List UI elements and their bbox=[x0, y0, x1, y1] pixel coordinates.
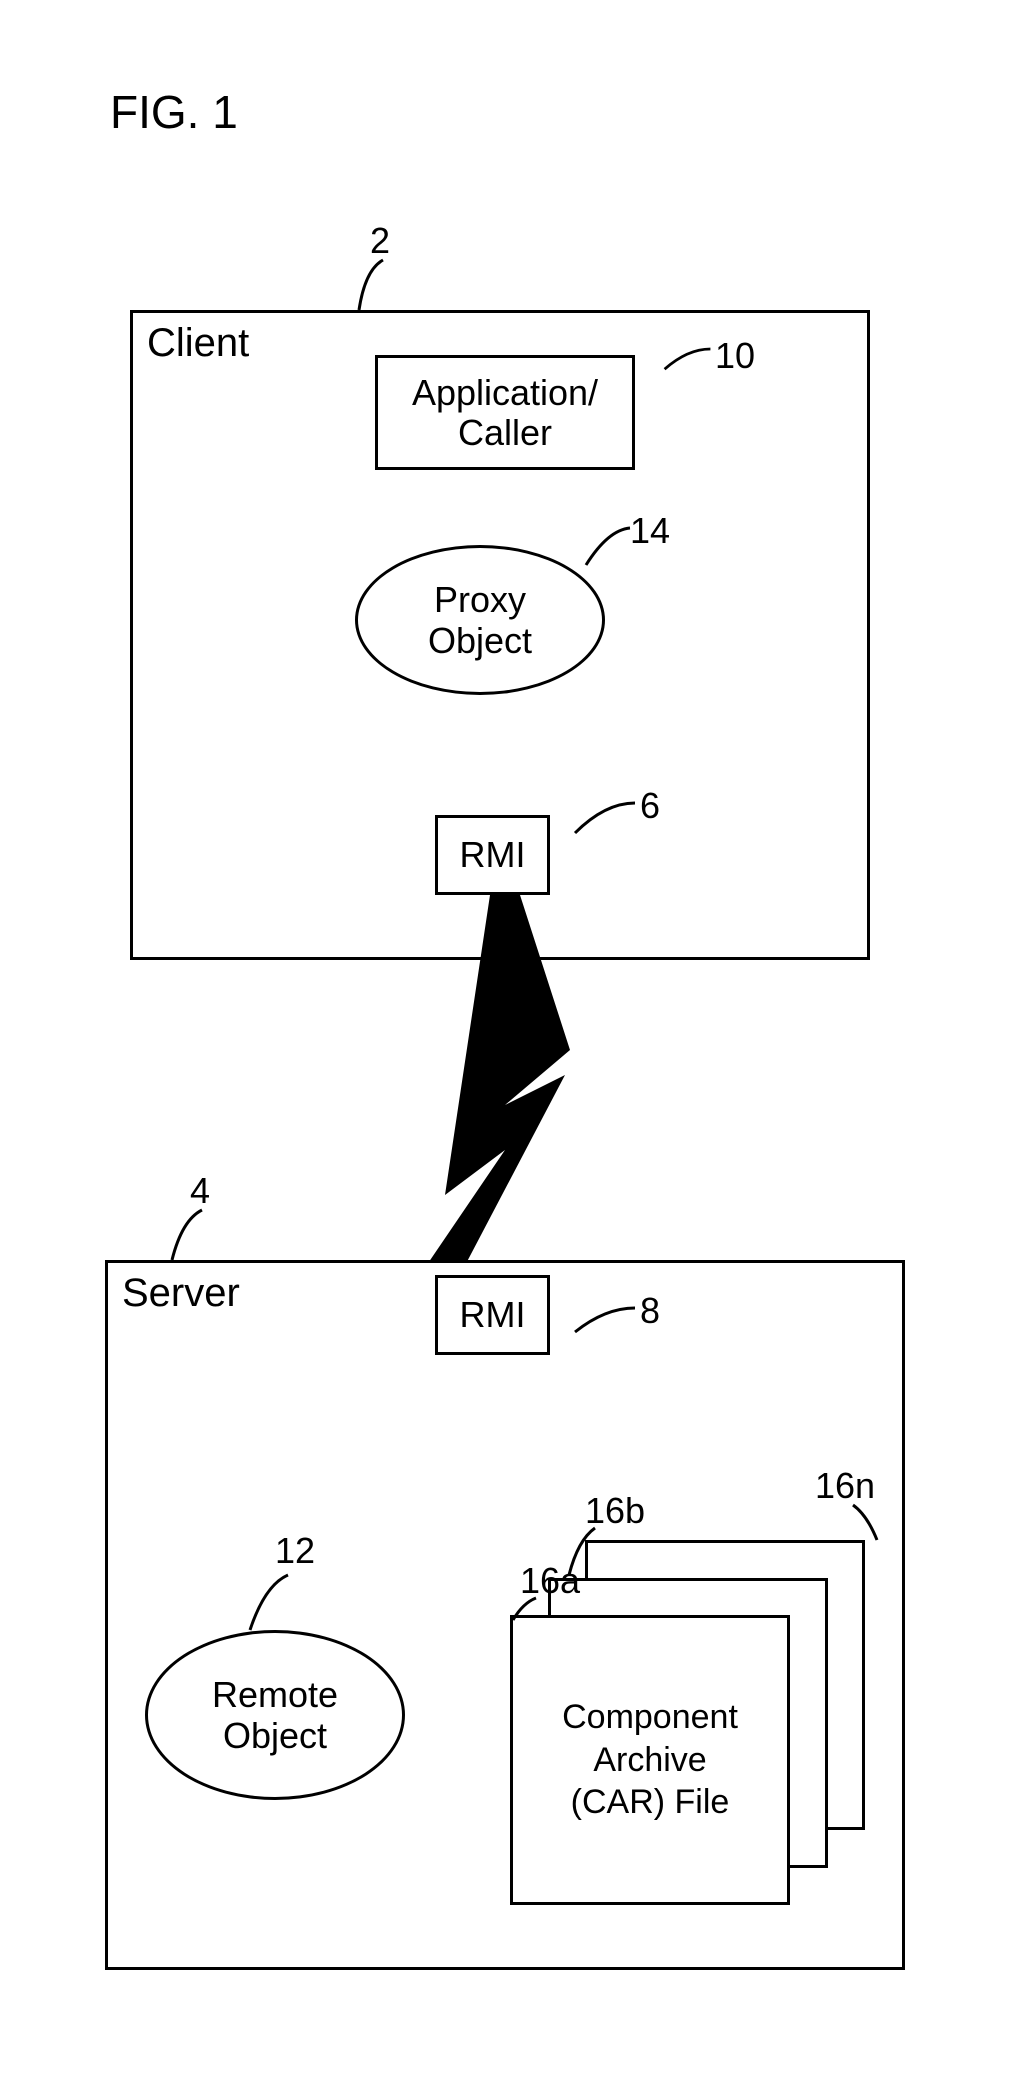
server-label: Server bbox=[122, 1271, 240, 1316]
remote-ref: 12 bbox=[275, 1530, 315, 1572]
figure-canvas: FIG. 1 Client 2 Application/ Caller 10 P… bbox=[0, 0, 1028, 2097]
remote-ref-leader bbox=[240, 1570, 295, 1635]
car-file-front: Component Archive (CAR) File bbox=[510, 1615, 790, 1905]
car-line3: (CAR) File bbox=[571, 1781, 730, 1824]
figure-title: FIG. 1 bbox=[110, 85, 238, 139]
server-rmi-ref-leader bbox=[570, 1300, 640, 1340]
proxy-line1: Proxy bbox=[434, 579, 526, 620]
remote-line1: Remote bbox=[212, 1674, 338, 1715]
client-rmi-label: RMI bbox=[460, 835, 526, 875]
app-ref-leader bbox=[660, 340, 715, 380]
client-rmi-ref: 6 bbox=[640, 785, 660, 827]
remote-object-ellipse: Remote Object bbox=[145, 1630, 405, 1800]
car-line1: Component bbox=[562, 1696, 738, 1739]
server-rmi-ref: 8 bbox=[640, 1290, 660, 1332]
app-line2: Caller bbox=[458, 413, 552, 453]
proxy-ref: 14 bbox=[630, 510, 670, 552]
app-line1: Application/ bbox=[412, 373, 598, 413]
server-ref-leader bbox=[160, 1205, 220, 1265]
car-ref-b-leader bbox=[563, 1525, 603, 1580]
client-ref-leader bbox=[345, 255, 405, 315]
app-ref: 10 bbox=[715, 335, 755, 377]
proxy-ref-leader bbox=[580, 520, 635, 575]
server-rmi-box: RMI bbox=[435, 1275, 550, 1355]
client-label: Client bbox=[147, 321, 249, 366]
proxy-line2: Object bbox=[428, 620, 532, 661]
client-rmi-ref-leader bbox=[570, 795, 640, 840]
car-ref-n-leader bbox=[845, 1500, 885, 1545]
car-line2: Archive bbox=[593, 1739, 706, 1782]
remote-line2: Object bbox=[223, 1715, 327, 1756]
client-rmi-box: RMI bbox=[435, 815, 550, 895]
proxy-object-ellipse: Proxy Object bbox=[355, 545, 605, 695]
server-rmi-label: RMI bbox=[460, 1295, 526, 1335]
car-ref-a-leader bbox=[508, 1595, 543, 1625]
connection-bolt-icon bbox=[420, 895, 620, 1275]
application-caller-box: Application/ Caller bbox=[375, 355, 635, 470]
